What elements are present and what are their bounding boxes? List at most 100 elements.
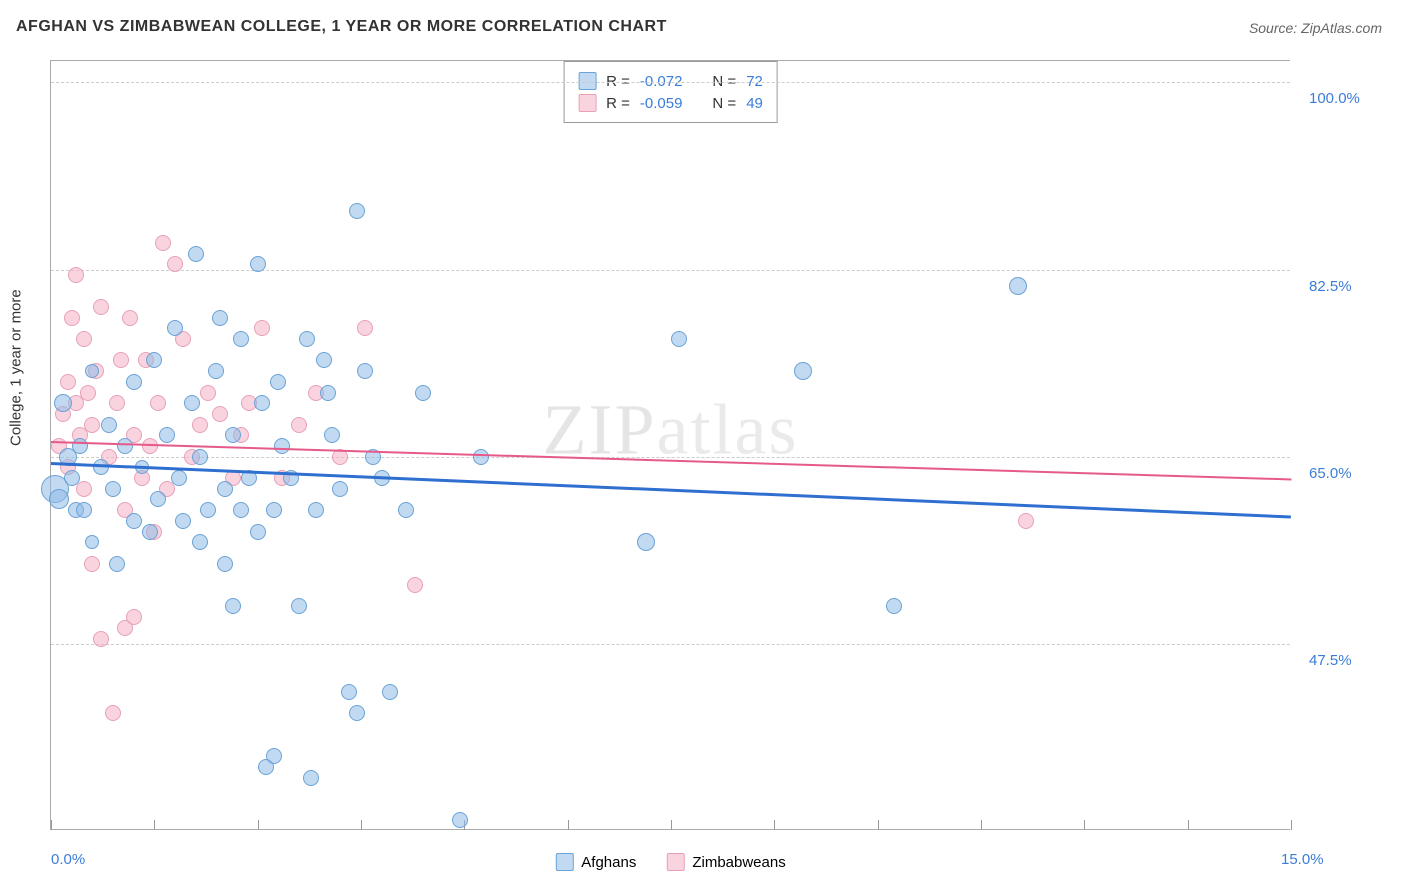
series-a-point [332, 481, 348, 497]
series-a-point [101, 417, 117, 433]
series-a-point [109, 556, 125, 572]
r-value-b: -0.059 [640, 95, 683, 112]
series-a-point [208, 363, 224, 379]
series-b-point [93, 299, 109, 315]
legend-item-b: Zimbabweans [666, 853, 785, 871]
series-a-point [254, 395, 270, 411]
legend: Afghans Zimbabweans [555, 853, 785, 871]
series-a-point [320, 385, 336, 401]
legend-label-b: Zimbabweans [692, 854, 785, 871]
chart-title: AFGHAN VS ZIMBABWEAN COLLEGE, 1 YEAR OR … [16, 18, 667, 36]
y-axis-label: College, 1 year or more [8, 289, 25, 446]
y-tick-label: 47.5% [1309, 652, 1352, 669]
y-tick-label: 82.5% [1309, 278, 1352, 295]
series-a-point [105, 481, 121, 497]
series-a-point [886, 598, 902, 614]
series-a-point [146, 352, 162, 368]
series-a-point [308, 502, 324, 518]
series-a-point [349, 705, 365, 721]
x-tick-mark [154, 820, 155, 830]
series-a-point [142, 524, 158, 540]
series-b-point [126, 609, 142, 625]
series-a-point [126, 374, 142, 390]
series-a-point [233, 502, 249, 518]
series-b-point [357, 320, 373, 336]
series-a-point [54, 394, 72, 412]
gridline [51, 644, 1290, 645]
series-b-point [155, 235, 171, 251]
x-tick-mark [774, 820, 775, 830]
series-a-point [794, 362, 812, 380]
series-b-point [122, 310, 138, 326]
swatch-a-icon [578, 72, 596, 90]
series-b-point [192, 417, 208, 433]
series-a-point [171, 470, 187, 486]
correlation-stats-box: R = -0.072 N = 72 R = -0.059 N = 49 [563, 61, 778, 123]
x-tick-mark [1291, 820, 1292, 830]
gridline [51, 457, 1290, 458]
x-tick-label: 15.0% [1281, 851, 1324, 868]
series-b-point [200, 385, 216, 401]
series-a-point [212, 310, 228, 326]
series-b-point [84, 417, 100, 433]
series-a-point [72, 438, 88, 454]
series-a-point [291, 598, 307, 614]
series-a-point [192, 449, 208, 465]
series-a-point [217, 556, 233, 572]
series-a-point [192, 534, 208, 550]
series-a-point [270, 374, 286, 390]
series-b-point [76, 481, 92, 497]
series-b-point [68, 267, 84, 283]
series-a-point [266, 502, 282, 518]
series-a-point [671, 331, 687, 347]
series-a-point [250, 256, 266, 272]
x-tick-mark [1084, 820, 1085, 830]
series-b-point [212, 406, 228, 422]
series-b-point [109, 395, 125, 411]
series-a-point [250, 524, 266, 540]
series-a-point [473, 449, 489, 465]
r-label: R = [606, 73, 630, 90]
series-a-point [303, 770, 319, 786]
x-tick-mark [671, 820, 672, 830]
x-tick-label: 0.0% [51, 851, 85, 868]
series-a-point [299, 331, 315, 347]
n-value-a: 72 [746, 73, 763, 90]
y-tick-label: 100.0% [1309, 90, 1360, 107]
x-tick-mark [361, 820, 362, 830]
series-a-point [184, 395, 200, 411]
series-a-point [274, 438, 290, 454]
series-b-point [84, 556, 100, 572]
series-b-point [167, 256, 183, 272]
gridline [51, 270, 1290, 271]
series-b-point [407, 577, 423, 593]
series-a-point [1009, 277, 1027, 295]
series-b-point [1018, 513, 1034, 529]
n-label: N = [712, 95, 736, 112]
r-value-a: -0.072 [640, 73, 683, 90]
series-b-point [254, 320, 270, 336]
series-a-point [316, 352, 332, 368]
series-b-point [93, 631, 109, 647]
x-tick-mark [878, 820, 879, 830]
series-a-point [217, 481, 233, 497]
series-a-point [126, 513, 142, 529]
series-a-point [415, 385, 431, 401]
series-a-point [175, 513, 191, 529]
series-b-point [113, 352, 129, 368]
series-a-point [266, 748, 282, 764]
series-a-point [452, 812, 468, 828]
series-a-point [49, 489, 69, 509]
series-b-point [80, 385, 96, 401]
legend-label-a: Afghans [581, 854, 636, 871]
series-a-point [159, 427, 175, 443]
series-a-point [150, 491, 166, 507]
chart-container: AFGHAN VS ZIMBABWEAN COLLEGE, 1 YEAR OR … [0, 0, 1406, 892]
y-tick-label: 65.0% [1309, 465, 1352, 482]
series-a-point [117, 438, 133, 454]
n-value-b: 49 [746, 95, 763, 112]
legend-swatch-a-icon [555, 853, 573, 871]
x-tick-mark [51, 820, 52, 830]
x-tick-mark [568, 820, 569, 830]
legend-item-a: Afghans [555, 853, 636, 871]
